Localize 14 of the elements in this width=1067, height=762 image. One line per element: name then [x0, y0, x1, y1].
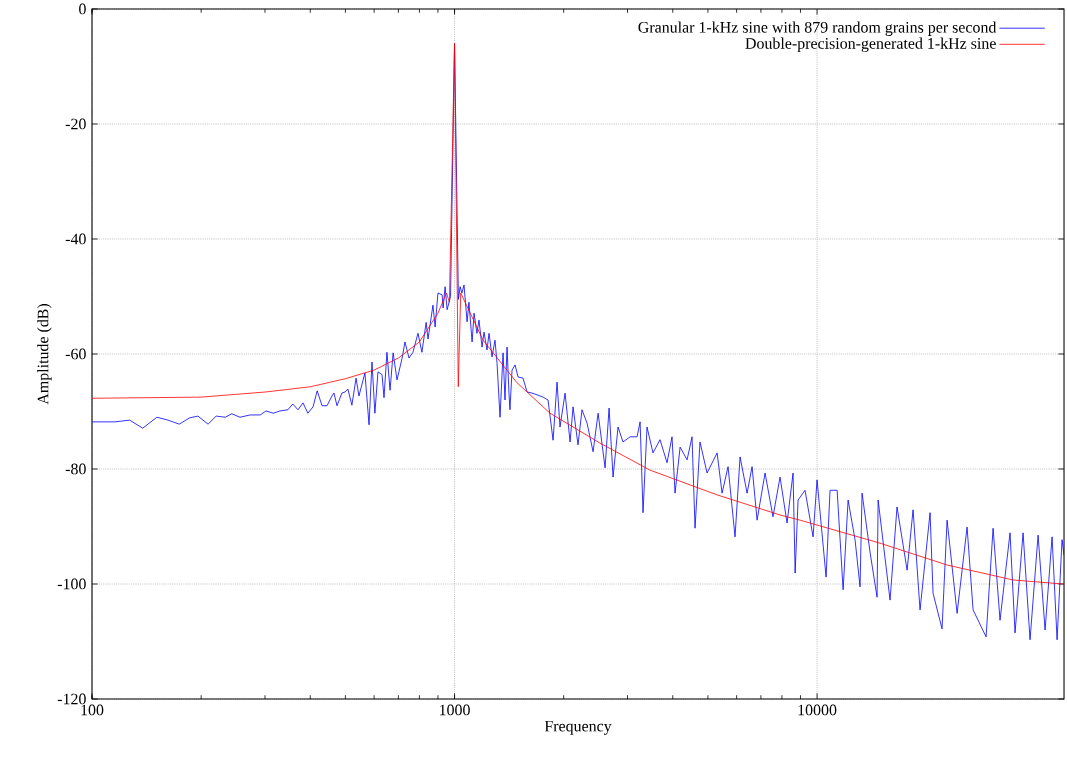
y-tick-label: -20: [65, 118, 86, 130]
legend-label: Double-precision-generated 1-kHz sine: [745, 37, 996, 53]
y-tick-label: -100: [57, 578, 86, 590]
y-tick-label: -120: [57, 693, 86, 705]
y-tick-label: -80: [65, 463, 86, 475]
y-axis-title: Amplitude (dB): [37, 304, 52, 405]
y-tick-label: -40: [65, 233, 86, 245]
y-tick-label: 0: [79, 3, 86, 15]
x-tick-label: 1000: [439, 704, 470, 716]
x-tick-label: 100: [81, 704, 104, 716]
y-tick-label: -60: [65, 348, 86, 360]
legend-label: Granular 1-kHz sine with 879 random grains per second: [638, 21, 997, 36]
x-tick-label: 10000: [798, 704, 837, 716]
x-axis-title: Frequency: [544, 720, 612, 735]
